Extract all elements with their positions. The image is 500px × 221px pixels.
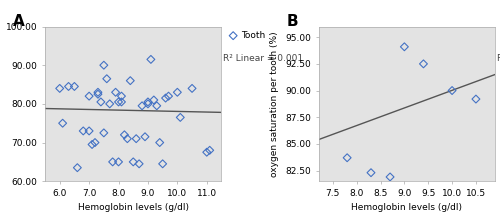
Point — [164, 94, 172, 98]
Y-axis label: oxygen saturation per tooth (%): oxygen saturation per tooth (%) — [270, 31, 280, 177]
Point — [118, 94, 126, 98]
Point — [88, 143, 96, 146]
Point — [85, 94, 93, 98]
Point — [448, 89, 456, 92]
Point — [367, 171, 375, 174]
Point — [472, 97, 480, 101]
Point — [156, 141, 164, 144]
Point — [153, 104, 161, 108]
Point — [162, 96, 170, 100]
Point — [114, 160, 122, 164]
Point — [100, 63, 108, 67]
Point — [126, 79, 134, 82]
Text: R² Linear = 0.001: R² Linear = 0.001 — [223, 54, 304, 63]
Point — [85, 129, 93, 133]
Point — [56, 87, 64, 90]
Point — [132, 137, 140, 141]
Point — [138, 104, 146, 108]
Point — [124, 137, 132, 141]
Point — [94, 92, 102, 96]
Point — [58, 121, 66, 125]
Point — [108, 160, 116, 164]
X-axis label: Hemoglobin levels (g/dl): Hemoglobin levels (g/dl) — [352, 203, 463, 212]
Point — [103, 77, 111, 80]
Point — [97, 100, 105, 104]
Point — [79, 129, 87, 133]
Point — [188, 87, 196, 90]
Point — [147, 58, 155, 61]
Text: R² Linear = 0.086: R² Linear = 0.086 — [497, 54, 500, 63]
Point — [144, 102, 152, 106]
Point — [129, 160, 137, 164]
Point — [118, 100, 126, 104]
Text: B: B — [287, 14, 298, 29]
Point — [64, 85, 72, 88]
Text: A: A — [13, 14, 25, 29]
Point — [74, 166, 82, 170]
Point — [70, 85, 78, 88]
Point — [106, 102, 114, 106]
Point — [400, 45, 408, 49]
Point — [94, 90, 102, 94]
Point — [203, 151, 211, 154]
Point — [100, 131, 108, 135]
Point — [141, 135, 149, 139]
Point — [120, 133, 128, 137]
Point — [343, 156, 351, 160]
Point — [144, 100, 152, 104]
X-axis label: Hemoglobin levels (g/dl): Hemoglobin levels (g/dl) — [78, 203, 188, 212]
Point — [206, 149, 214, 152]
Point — [386, 175, 394, 179]
Point — [174, 90, 182, 94]
Point — [158, 162, 166, 166]
Point — [112, 90, 120, 94]
Point — [135, 162, 143, 166]
Point — [176, 116, 184, 119]
Point — [150, 98, 158, 102]
Point — [114, 100, 122, 104]
Legend: Tooth: Tooth — [228, 31, 266, 40]
Point — [420, 62, 428, 66]
Point — [91, 141, 99, 144]
